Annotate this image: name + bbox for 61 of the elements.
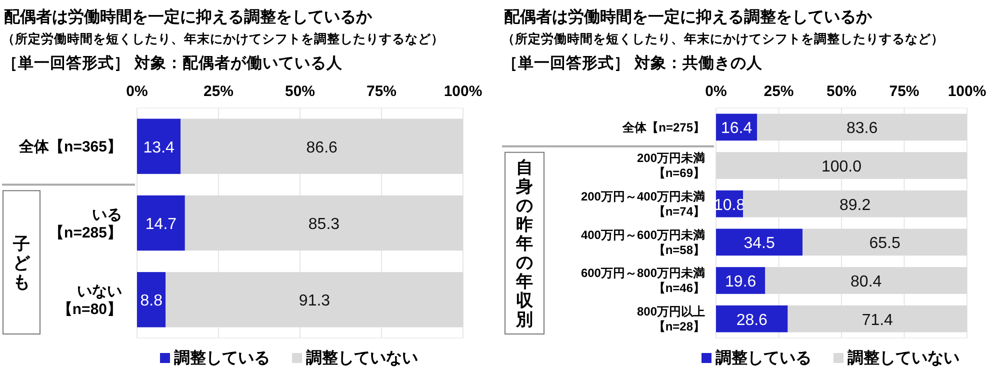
chart-subtitle: （所定労働時間を短くしたり、年末にかけてシフトを調整したりするなど） xyxy=(502,31,944,46)
bar xyxy=(184,195,463,251)
bar xyxy=(716,228,803,256)
data-label: 65.5 xyxy=(869,235,900,252)
text: ［単一回答形式］ 対象：配偶者が働いている人 xyxy=(2,53,344,72)
y-tick-label: 800万円以上【n=28】 xyxy=(636,304,705,334)
text: ［単一回答形式］ 対象：共働きの人 xyxy=(502,53,764,72)
data-label: 85.3 xyxy=(308,216,340,233)
legend-label: 調整していない xyxy=(306,349,418,367)
bar xyxy=(180,118,463,174)
chart-title: 配偶者は労働時間を一定に抑える調整をしているか xyxy=(4,8,373,26)
bar xyxy=(137,272,166,328)
data-label: 8.8 xyxy=(140,292,163,310)
bar xyxy=(716,152,967,179)
y-tick-label: 600万円～800万円未満【n=46】 xyxy=(580,266,705,296)
legend-label: 調整していない xyxy=(848,349,960,367)
data-label: 80.4 xyxy=(850,274,882,290)
y-tick-label: 200万円～400万円未満【n=74】 xyxy=(580,190,705,219)
data-label: 14.7 xyxy=(145,216,177,233)
chart-subtitle: （所定労働時間を短くしたり、年末にかけてシフトを調整したりするなど） xyxy=(2,31,444,46)
data-label: 71.4 xyxy=(862,312,894,329)
x-tick-label: 75% xyxy=(889,83,920,100)
y-tick-label: いる【n=285】 xyxy=(49,206,122,242)
data-label: 34.5 xyxy=(744,235,775,252)
data-label: 28.6 xyxy=(736,312,768,329)
text: 子ども xyxy=(12,234,31,292)
data-label: 100.0 xyxy=(821,158,862,176)
legend-label: 調整している xyxy=(174,349,270,367)
y-tick-label: 400万円～600万円未満【n=58】 xyxy=(580,228,705,257)
bar xyxy=(788,305,967,332)
bar xyxy=(743,190,967,218)
y-tick-label: 全体【n=365】 xyxy=(18,138,122,156)
x-tick-label: 0% xyxy=(126,83,148,100)
x-tick-label: 0% xyxy=(705,83,727,100)
y-tick-label: 200万円未満【n=69】 xyxy=(636,151,705,180)
data-label: 83.6 xyxy=(846,120,878,138)
data-label: 19.6 xyxy=(725,274,756,290)
data-label: 91.3 xyxy=(298,292,330,310)
x-tick-label: 50% xyxy=(284,83,316,100)
x-tick-label: 75% xyxy=(366,83,397,100)
legend-label: 調整している xyxy=(716,349,812,367)
x-tick-label: 25% xyxy=(764,83,794,100)
x-tick-label: 100% xyxy=(444,83,482,100)
chart-title: 配偶者は労働時間を一定に抑える調整をしているか xyxy=(504,8,873,26)
data-label: 13.4 xyxy=(143,139,175,156)
data-label: 86.6 xyxy=(306,139,338,156)
bar xyxy=(137,195,185,251)
x-tick-label: 25% xyxy=(203,83,234,100)
data-label: 16.4 xyxy=(721,120,752,138)
bar xyxy=(765,267,967,294)
text: 自身の昨年の年収別 xyxy=(516,158,533,330)
x-tick-label: 50% xyxy=(826,83,857,100)
data-label: 89.2 xyxy=(839,196,871,214)
bar xyxy=(137,118,181,174)
bar xyxy=(757,114,967,141)
bar xyxy=(166,272,464,328)
bar xyxy=(802,228,967,256)
y-tick-label: いない【n=80】 xyxy=(57,282,122,318)
bar xyxy=(716,305,788,332)
y-tick-label: 全体【n=275】 xyxy=(622,120,705,134)
x-tick-label: 100% xyxy=(948,83,986,100)
